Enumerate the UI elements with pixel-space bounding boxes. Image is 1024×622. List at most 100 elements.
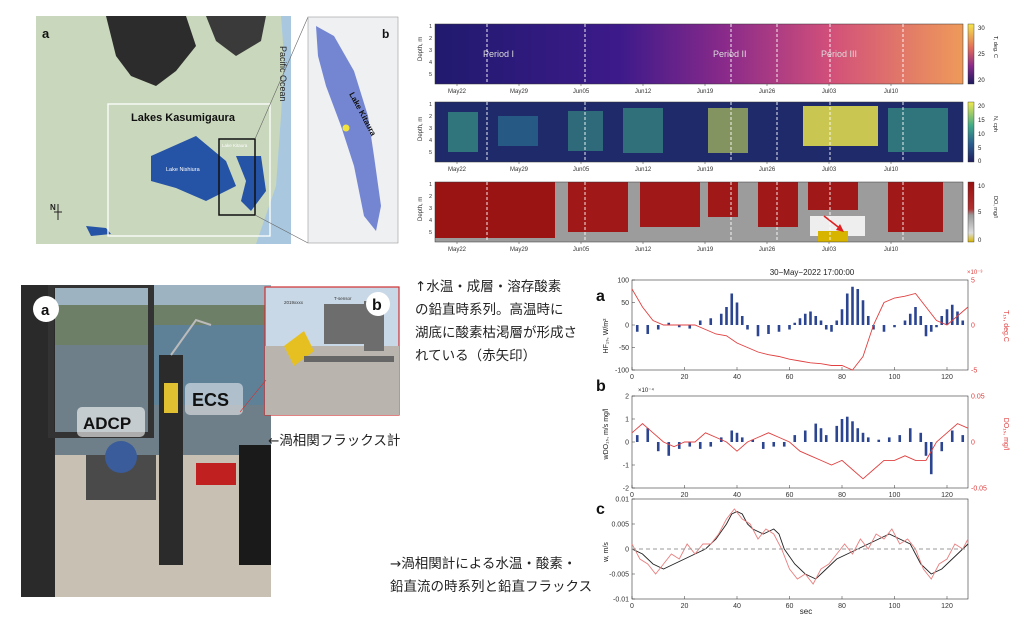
bar-a <box>950 304 954 325</box>
bar-a <box>740 316 744 325</box>
y2-tick-label: 0.05 <box>971 394 985 401</box>
y-tick-label: 0.01 <box>615 497 629 504</box>
map-panel-b: b <box>382 27 389 41</box>
location-map: a Lakes Kasumigaura Lake Nishiura Lake K… <box>36 16 399 244</box>
bar-b <box>656 442 660 452</box>
bar-b <box>856 428 860 442</box>
period-3-label: Period III <box>821 49 857 59</box>
bar-a <box>924 325 928 337</box>
bar-a <box>709 318 713 325</box>
temp-tick-30: 30 <box>978 26 985 32</box>
plot-frame-b <box>631 395 969 489</box>
lakes-label: Lakes Kasumigaura <box>131 112 236 124</box>
note-flux-meter: ←渦相関フラックス計 <box>268 433 401 449</box>
adcp-label: ADCP <box>83 414 131 433</box>
bar-b <box>840 419 844 442</box>
depth-tick: 3 <box>429 48 432 54</box>
ocean-label: Pacific Ocean <box>278 46 288 102</box>
bar-a <box>903 320 907 325</box>
temperature-heatmap <box>435 24 963 84</box>
date-tick-label: Jun26 <box>759 89 776 95</box>
x-tick-label: 100 <box>889 492 901 499</box>
bar-a <box>788 325 791 330</box>
bar-b <box>908 428 912 442</box>
note3-line1: →渦相関計による水温・酸素・ <box>390 556 577 572</box>
date-tick-label: May29 <box>510 247 529 253</box>
bar-a <box>809 311 812 325</box>
flux-timeseries-chart: 30−May−2022 17:00:00 a b c HF₁ₛ, W/m² T₁… <box>596 268 1009 616</box>
do-colorbar <box>967 181 975 243</box>
bar-b <box>887 437 891 442</box>
bar-a <box>725 307 728 325</box>
bar-b <box>845 416 849 442</box>
bar-b <box>646 428 650 442</box>
bar-a <box>698 320 702 325</box>
bar-b <box>866 437 870 442</box>
x-tick-label: 0 <box>630 603 634 610</box>
y-tick-label: -50 <box>619 345 629 352</box>
bar-b <box>772 442 776 447</box>
series-line-c-1 <box>631 508 969 585</box>
heatmap-axes: 1 2 3 4 5 May22 May29 Jun05 Jun12 Jun19 Jun26 Jul03… <box>429 24 904 253</box>
date-tick-label: May29 <box>510 89 529 95</box>
period-2-label: Period II <box>713 49 747 59</box>
date-tick-label: Jul10 <box>884 247 899 253</box>
instrument-photo: a ADCP ECS <box>21 285 271 597</box>
bar-a <box>956 311 959 325</box>
date-tick-label: Jun19 <box>697 89 714 95</box>
sign-right: T-sensor <box>334 296 352 301</box>
depth-tick: 5 <box>429 230 432 236</box>
photo-panel-a: a <box>41 302 50 319</box>
do-tick-5: 5 <box>978 210 982 216</box>
x-tick-label: 120 <box>941 603 953 610</box>
c-ylabel: w, m/s <box>603 542 610 563</box>
y2-tick-label: 0 <box>971 323 975 330</box>
bar-a <box>635 325 639 332</box>
bar-b <box>940 442 944 452</box>
depth-tick: 1 <box>429 24 432 30</box>
bar-a <box>845 293 849 325</box>
bar-b <box>735 432 739 442</box>
x-tick-label: 40 <box>733 374 741 381</box>
n-tick-0: 0 <box>978 159 982 165</box>
depth-tick: 5 <box>429 72 432 78</box>
date-tick-label: May22 <box>448 247 467 253</box>
y-tick-label: 0 <box>625 547 629 554</box>
bar-a <box>735 302 739 325</box>
y-tick-label: -2 <box>623 486 629 493</box>
date-tick-label: Jun05 <box>573 247 590 253</box>
a-y2label: T₁ₛ, deg.C <box>1002 310 1009 342</box>
bar-a <box>914 307 917 325</box>
date-tick-label: Jun19 <box>697 167 714 173</box>
bar-b <box>924 442 928 456</box>
y-tick-label: 0 <box>625 440 629 447</box>
do-patches <box>435 182 943 242</box>
bar-a <box>882 325 886 332</box>
date-tick-label: Jun12 <box>635 167 652 173</box>
y-tick-label: 0 <box>625 323 629 330</box>
hm-depth-label-do: Depth, m <box>418 197 424 221</box>
bar-b <box>677 442 681 449</box>
ecs-sensor-icon <box>284 331 314 366</box>
date-tick-label: Jun12 <box>635 247 652 253</box>
n-colorbar-label: N, cph <box>992 116 998 132</box>
bar-a <box>908 313 912 325</box>
bar-b <box>824 435 828 442</box>
bar-b <box>635 435 639 442</box>
bar-b <box>919 432 923 442</box>
bar-b <box>730 430 734 442</box>
depth-tick: 2 <box>429 36 432 42</box>
a-exp: ×10⁻³ <box>967 270 982 276</box>
date-tick-label: May22 <box>448 89 467 95</box>
bar-a <box>814 316 818 325</box>
station-marker <box>342 124 350 132</box>
inset-panel-b: b <box>372 297 382 314</box>
bar-a <box>861 300 865 325</box>
bar-a <box>929 325 933 332</box>
flux-panel-b: b <box>596 378 606 395</box>
depth-tick: 3 <box>429 206 432 212</box>
depth-tick: 4 <box>429 138 432 144</box>
note1-line3: 湖底に酸素枯渇層が形成さ <box>415 325 577 341</box>
bar-b <box>819 428 823 442</box>
date-tick-label: Jul03 <box>822 167 837 173</box>
